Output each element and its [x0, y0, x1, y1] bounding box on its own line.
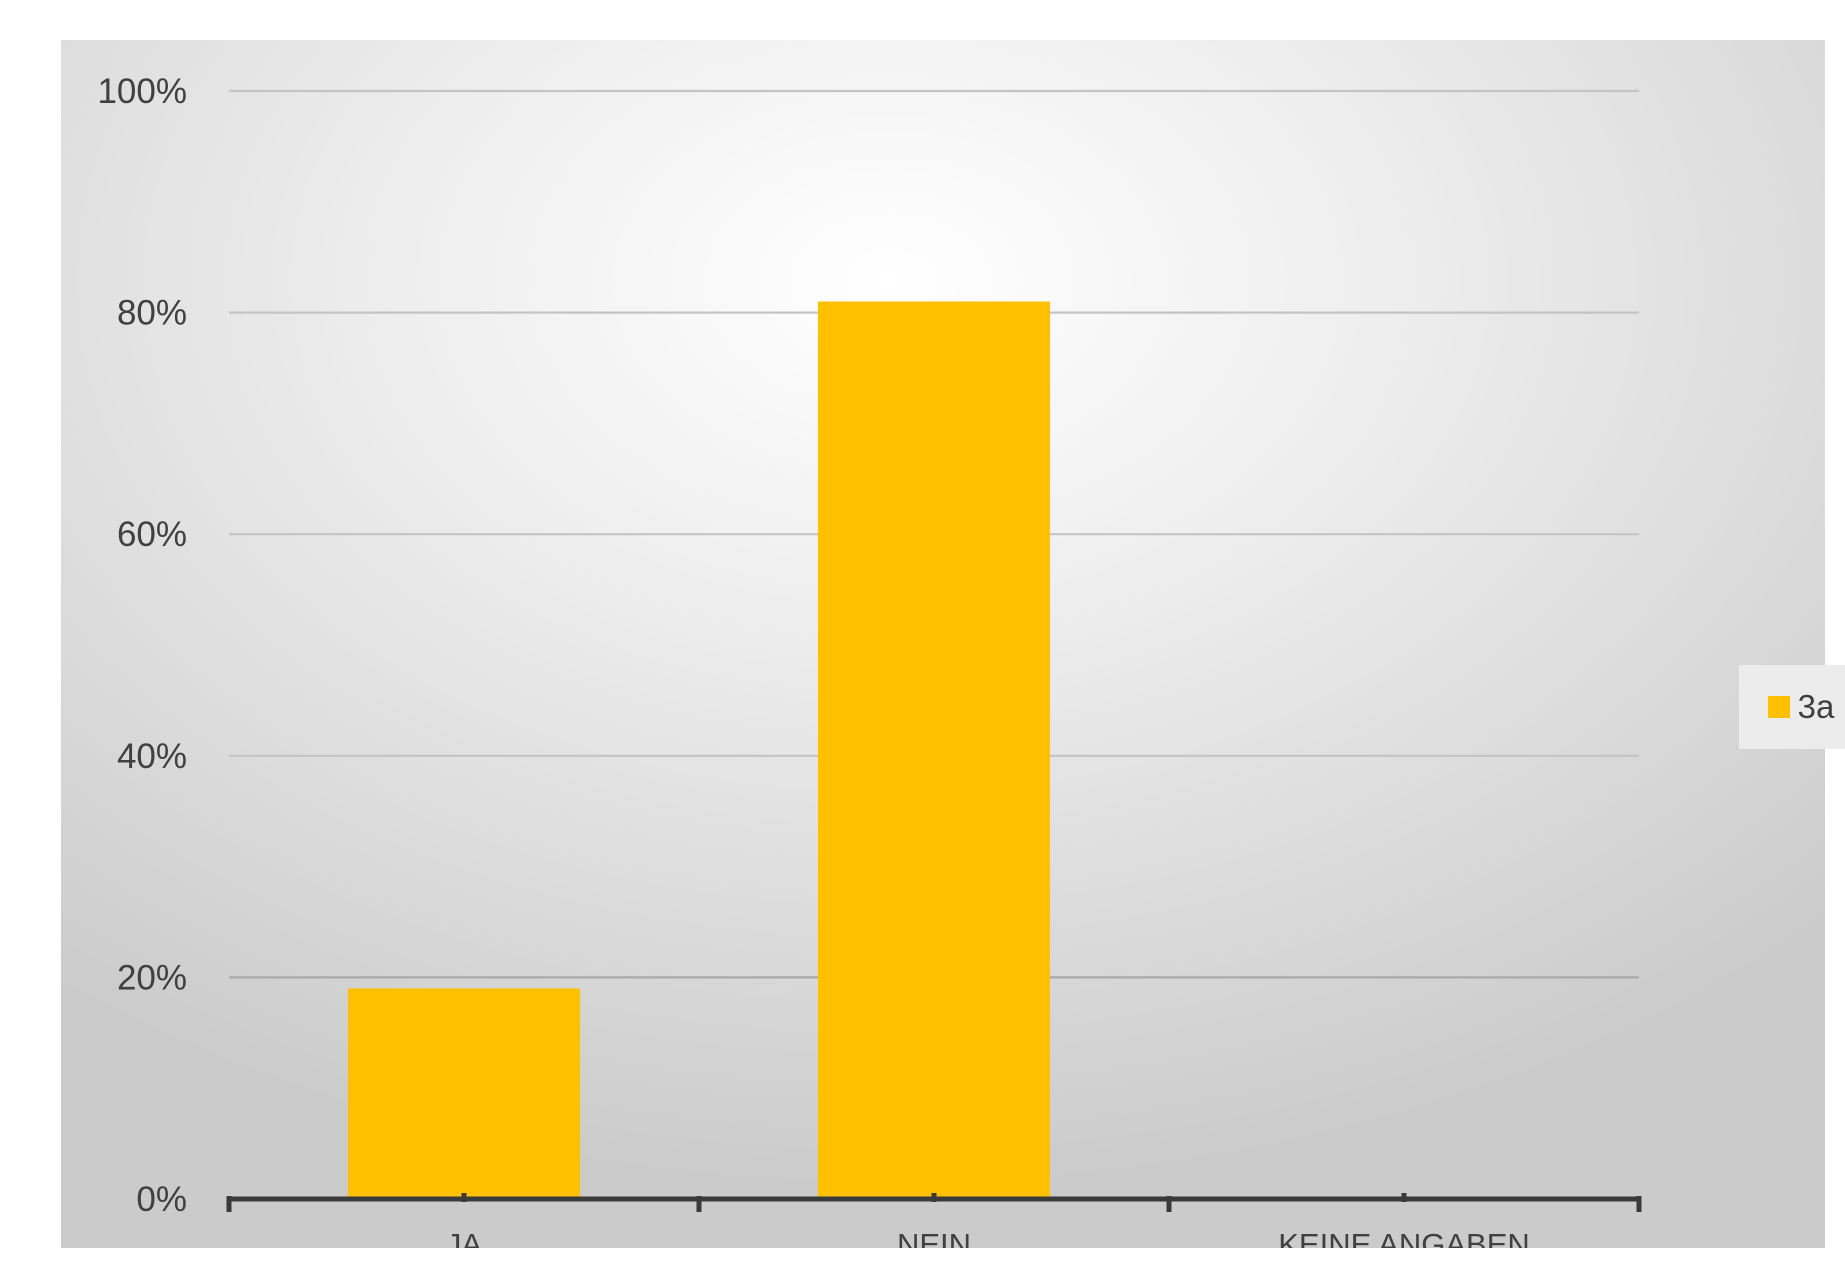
chart-area: 0% 20% 40% 60% 80% 100% JA NEIN KEINE ANGABEN 3…	[61, 40, 1845, 1248]
legend-label: 3a	[1797, 688, 1835, 725]
y-tick-label: 100%	[97, 72, 187, 111]
bar-chart: 0% 20% 40% 60% 80% 100% JA NEIN KEINE ANGABEN	[97, 72, 1642, 1248]
category-label: NEIN	[897, 1227, 971, 1248]
legend: 3a	[1739, 665, 1845, 749]
category-label: KEINE ANGABEN	[1278, 1227, 1530, 1248]
bars	[348, 301, 1050, 1199]
legend-swatch	[1767, 696, 1790, 718]
y-tick-label: 0%	[136, 1180, 187, 1219]
y-tick-label: 80%	[117, 294, 187, 333]
y-tick-label: 20%	[117, 958, 187, 997]
category-label: JA	[446, 1227, 483, 1248]
category-labels: JA NEIN KEINE ANGABEN	[446, 1227, 1530, 1248]
y-tick-label: 60%	[117, 515, 187, 554]
y-tick-label: 40%	[117, 737, 187, 776]
x-axis	[226, 1193, 1642, 1212]
y-tick-labels: 0% 20% 40% 60% 80% 100%	[97, 72, 187, 1219]
bar-ja	[348, 988, 580, 1199]
bar-nein	[818, 301, 1050, 1199]
